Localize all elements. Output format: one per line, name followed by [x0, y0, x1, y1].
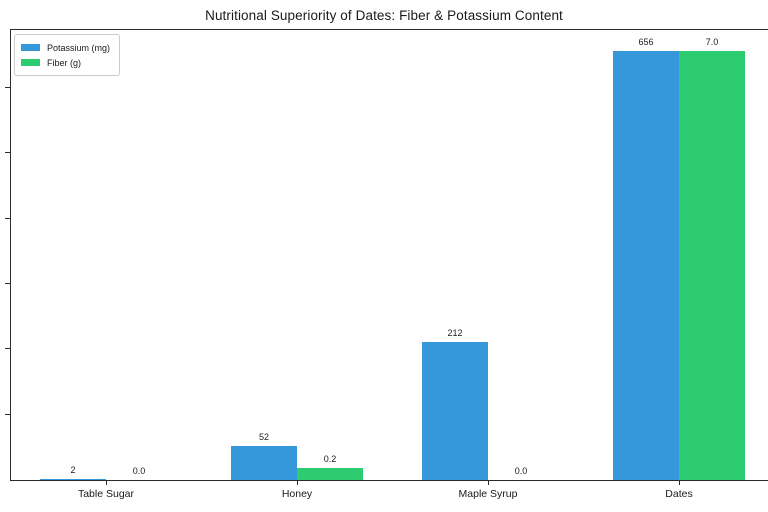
x-axis-tick: [679, 481, 680, 485]
legend-item-fiber: Fiber (g): [21, 55, 110, 70]
legend-label-fiber: Fiber (g): [47, 57, 82, 68]
fiber-bar-honey: [297, 467, 363, 480]
y-axis-tick: [5, 283, 10, 285]
potassium-swatch-icon: [21, 44, 40, 51]
x-axis-tick: [488, 481, 489, 485]
y-axis-tick: [5, 217, 10, 219]
bar-value-label: 0.0: [514, 466, 528, 476]
y-axis-tick: [5, 152, 10, 154]
x-axis-label-dates: Dates: [665, 488, 693, 500]
y-axis-tick: [5, 348, 10, 350]
bar-value-label: 0.2: [323, 453, 337, 464]
fiber-swatch-icon: [21, 59, 40, 66]
potassium-bar-honey: [231, 446, 297, 480]
bar-value-label: 2: [70, 464, 76, 475]
x-axis-label-table-sugar: Table Sugar: [77, 488, 135, 500]
bar-value-label: 52: [258, 432, 269, 443]
potassium-bar-maple-syrup: [422, 341, 488, 480]
bar-group-honey: 52 0.2: [231, 30, 363, 480]
x-axis-tick: [106, 481, 107, 485]
bar-group-table-sugar: 2 0.0: [40, 30, 172, 480]
bar-value-label: 0.0: [132, 466, 146, 476]
bar-group-maple-syrup: 212 0.0: [422, 30, 554, 480]
bar-value-label: 7.0: [705, 37, 719, 48]
chart-legend: Potassium (mg) Fiber (g): [14, 34, 121, 76]
y-axis-tick: [5, 413, 10, 415]
chart-title: Nutritional Superiority of Dates: Fiber …: [205, 8, 563, 23]
x-axis-label-maple-syrup: Maple Syrup: [458, 488, 518, 500]
plot-area: Potassium (mg) Fiber (g) 2 0.0 52 0.2 212 0.0…: [5, 29, 768, 500]
y-axis-tick: [5, 87, 10, 89]
bar-value-label: 656: [638, 37, 654, 48]
potassium-bar-table-sugar: [40, 478, 106, 480]
x-axis-label-honey: Honey: [281, 488, 313, 500]
x-axis-tick: [297, 481, 298, 485]
legend-item-potassium: Potassium (mg): [21, 40, 110, 55]
fiber-bar-dates: [679, 51, 745, 480]
bar-group-dates: 656 7.0: [613, 30, 745, 480]
potassium-bar-dates: [613, 51, 679, 480]
bar-value-label: 212: [447, 327, 463, 338]
legend-label-potassium: Potassium (mg): [47, 42, 111, 53]
